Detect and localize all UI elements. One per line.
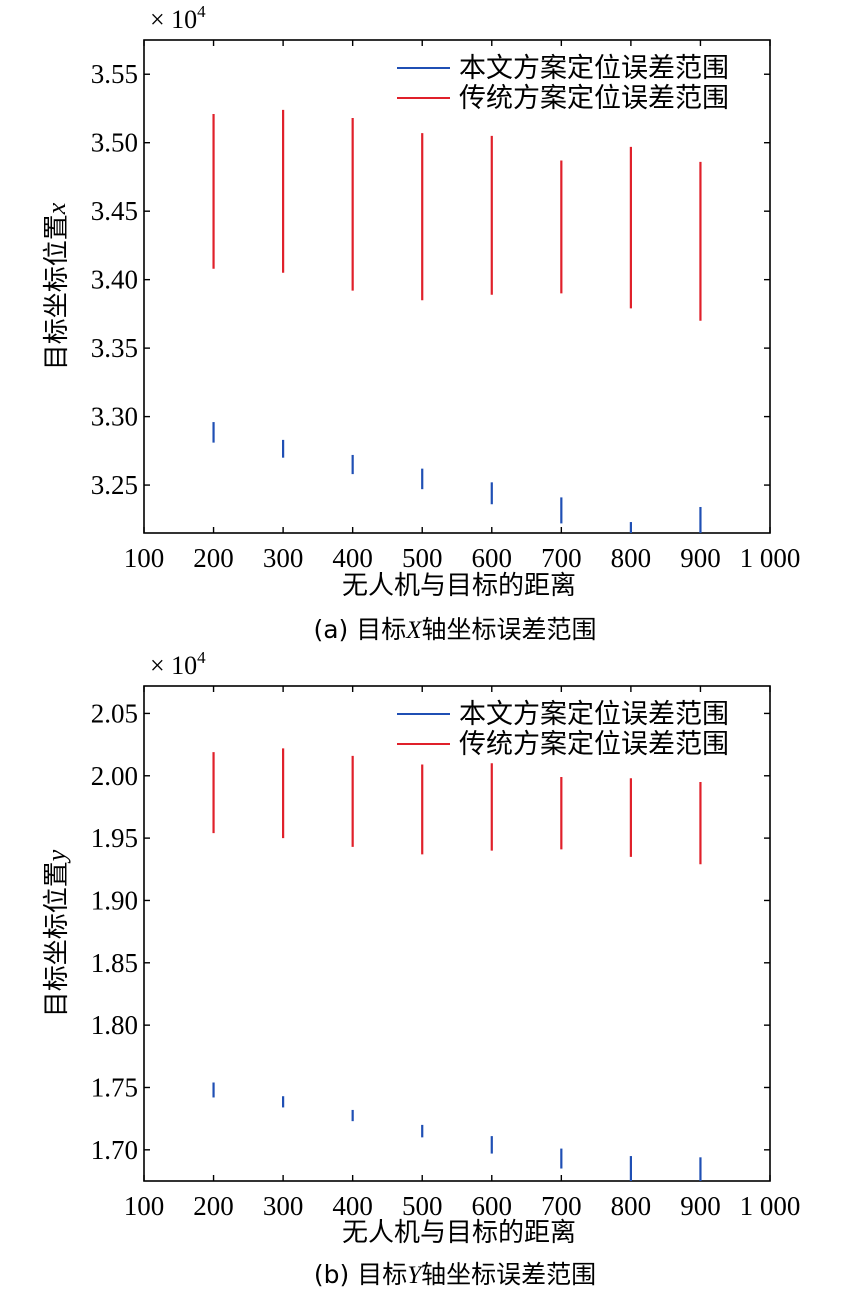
caption-suffix: 轴坐标误差范围 <box>422 615 597 644</box>
x-tick-label: 500 <box>402 543 443 573</box>
legend-label: 传统方案定位误差范围 <box>459 729 729 760</box>
y-tick-label: 1.85 <box>91 948 138 978</box>
x-axis-label: 无人机与目标的距离 <box>342 1218 576 1248</box>
y-tick-label: 3.40 <box>91 265 138 295</box>
x-tick-label: 800 <box>611 1191 652 1221</box>
x-tick-label: 600 <box>472 543 513 573</box>
caption-axis-var: Y <box>407 1262 424 1289</box>
legend-label: 传统方案定位误差范围 <box>459 83 729 114</box>
x-tick-label: 700 <box>541 1191 582 1221</box>
multiplier-exponent: 4 <box>197 648 206 667</box>
x-axis-label: 无人机与目标的距离 <box>342 571 576 601</box>
axis-multiplier: × 104 <box>150 2 206 34</box>
figure-caption: (a) 目标X轴坐标误差范围 <box>313 615 596 644</box>
x-tick-label: 800 <box>611 543 652 573</box>
y-tick-label: 2.05 <box>91 698 138 728</box>
y-tick-label: 1.90 <box>91 885 138 915</box>
y-axis-label-text: 目标坐标位置 <box>42 861 72 1017</box>
figure-caption: (b) 目标Y轴坐标误差范围 <box>314 1260 596 1289</box>
y-tick-label: 1.70 <box>91 1135 138 1165</box>
y-tick-label: 1.75 <box>91 1072 138 1102</box>
x-tick-label: 400 <box>332 1191 373 1221</box>
x-tick-label: 300 <box>263 1191 304 1221</box>
caption-prefix: (b) 目标 <box>314 1260 407 1289</box>
plot-frame <box>143 685 771 1182</box>
y-tick-label: 3.35 <box>91 333 138 363</box>
x-tick-label: 1 000 <box>740 1191 801 1221</box>
legend-label: 本文方案定位误差范围 <box>459 699 729 730</box>
x-tick-label: 700 <box>541 543 582 573</box>
x-tick-label: 300 <box>263 543 304 573</box>
legend-label: 本文方案定位误差范围 <box>459 53 729 84</box>
axis-multiplier: × 104 <box>150 648 206 680</box>
x-tick-label: 1 000 <box>740 543 801 573</box>
plot-frame <box>143 39 771 534</box>
y-tick-label: 3.30 <box>91 402 138 432</box>
y-tick-label: 3.55 <box>91 59 138 89</box>
y-tick-label: 3.45 <box>91 196 138 226</box>
multiplier-exponent: 4 <box>197 2 206 21</box>
y-tick-label: 2.00 <box>91 761 138 791</box>
multiplier-base: × 10 <box>150 5 197 34</box>
multiplier-base: × 10 <box>150 651 197 680</box>
x-tick-label: 900 <box>680 1191 721 1221</box>
chart-panel-a: 100 200 300 400 500 600 700 800 900 1 000 3.25 3.30… <box>42 2 800 644</box>
x-tick-label: 200 <box>193 1191 234 1221</box>
caption-axis-var: X <box>405 617 423 644</box>
x-tick-label: 500 <box>402 1191 443 1221</box>
data-series-group <box>212 748 702 1181</box>
data-series-group <box>212 109 702 533</box>
y-tick-label: 3.25 <box>91 470 138 500</box>
x-tick-label: 600 <box>472 1191 513 1221</box>
y-tick-label: 3.50 <box>91 128 138 158</box>
caption-suffix: 轴坐标误差范围 <box>421 1260 596 1289</box>
y-tick-label: 1.80 <box>91 1010 138 1040</box>
caption-prefix: (a) 目标 <box>313 615 406 644</box>
y-axis-label-var: y <box>42 849 71 864</box>
y-axis-label-text: 目标坐标位置 <box>42 214 72 370</box>
y-axis-label: 目标坐标位置x <box>42 202 72 370</box>
x-tick-label: 400 <box>332 543 373 573</box>
x-tick-label: 900 <box>680 543 721 573</box>
y-axis-label-var: x <box>42 202 71 215</box>
x-tick-label: 200 <box>193 543 234 573</box>
x-tick-label: 100 <box>124 543 165 573</box>
y-tick-label: 1.95 <box>91 823 138 853</box>
y-axis-label: 目标坐标位置y <box>42 849 72 1017</box>
chart-panel-b: 100 200 300 400 500 600 700 800 900 1 000 1.70 1.75… <box>42 648 800 1289</box>
x-tick-label: 100 <box>124 1191 165 1221</box>
